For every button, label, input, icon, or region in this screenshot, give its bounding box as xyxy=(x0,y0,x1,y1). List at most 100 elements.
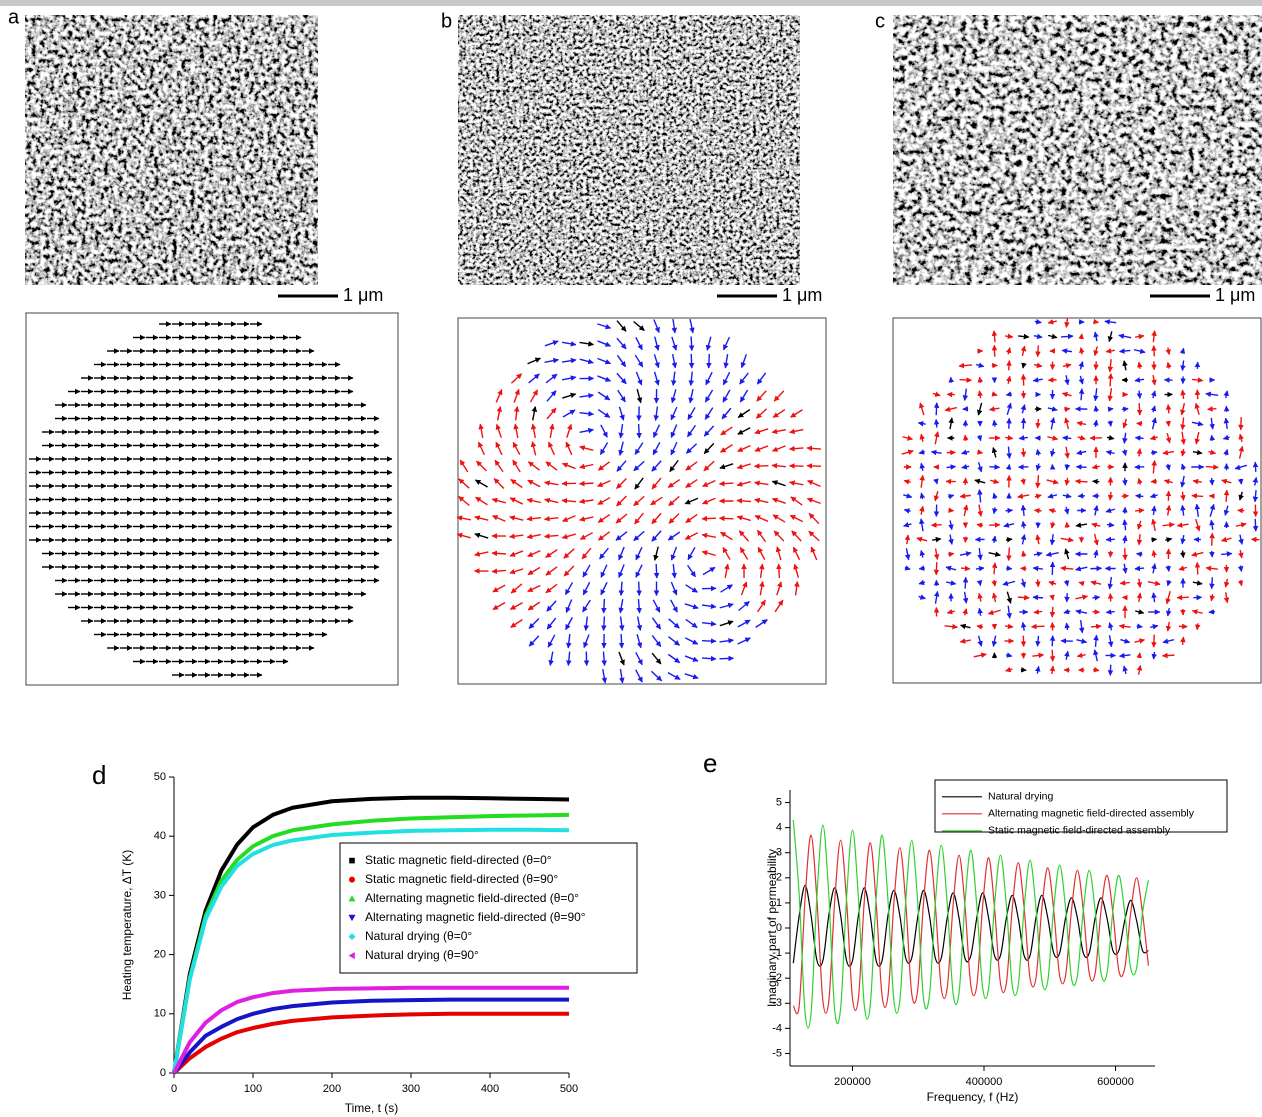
vector-arrow xyxy=(653,546,659,561)
vector-arrow xyxy=(721,407,732,420)
y-axis-title: Heating temperature, ΔT (K) xyxy=(120,850,134,1001)
vector-arrow xyxy=(1194,561,1201,575)
vector-arrow xyxy=(794,581,800,596)
vector-arrow xyxy=(635,336,643,351)
vector-arrow xyxy=(491,568,507,574)
vector-arrow xyxy=(669,459,679,473)
vector-arrow xyxy=(1091,463,1100,470)
vector-arrow xyxy=(1191,551,1204,557)
vector-arrow xyxy=(1135,507,1145,514)
vector-arrow xyxy=(776,563,782,579)
vector-arrow xyxy=(1090,623,1102,630)
vector-arrow xyxy=(1136,520,1143,530)
vector-arrow xyxy=(723,353,729,369)
vector-arrow xyxy=(945,565,957,572)
vector-arrow xyxy=(773,530,785,542)
vector-arrow xyxy=(1093,549,1099,559)
vector-arrow xyxy=(1134,435,1144,441)
vector-arrow xyxy=(670,441,678,456)
vector-arrow xyxy=(1136,534,1143,546)
vector-arrow xyxy=(991,579,997,587)
vector-arrow xyxy=(1032,565,1043,572)
vector-arrow xyxy=(737,427,751,435)
vector-arrow xyxy=(1180,403,1186,416)
vector-arrow xyxy=(960,565,971,572)
vector-arrow xyxy=(704,407,714,420)
vector-arrow xyxy=(667,653,681,664)
vector-arrow xyxy=(1120,638,1131,644)
vector-arrow xyxy=(1093,634,1099,647)
vector-arrow xyxy=(1121,449,1128,457)
vector-arrow xyxy=(806,497,821,505)
vector-arrow xyxy=(1020,578,1026,588)
vector-arrow xyxy=(1064,548,1070,560)
vector-arrow xyxy=(1192,377,1204,383)
vector-arrow xyxy=(667,672,681,680)
vector-arrow xyxy=(988,551,1001,557)
legend-label: Alternating magnetic field-directed (θ=9… xyxy=(365,910,586,924)
vector-arrow xyxy=(1020,520,1027,529)
vector-arrow xyxy=(736,498,752,504)
vector-arrow xyxy=(688,371,695,387)
vector-arrow xyxy=(958,362,973,369)
vector-arrow xyxy=(1223,592,1230,604)
vector-arrow xyxy=(1035,475,1041,489)
vector-arrow xyxy=(636,423,642,439)
vector-arrow xyxy=(544,357,559,364)
vector-arrow xyxy=(1078,333,1084,340)
vector-arrow xyxy=(687,547,696,561)
vector-arrow xyxy=(1107,331,1114,343)
vector-arrow xyxy=(600,564,608,578)
vector-arrow xyxy=(597,391,611,401)
vector-arrow xyxy=(561,375,577,381)
legend-label: Static magnetic field-directed (θ=90° xyxy=(365,872,558,886)
y-axis-title: Imaginary part of permeability xyxy=(765,849,779,1007)
vector-arrow xyxy=(977,461,983,473)
vector-arrow xyxy=(1180,504,1186,516)
vector-arrow xyxy=(1133,348,1146,354)
vector-arrow xyxy=(653,371,660,386)
vector-arrow xyxy=(948,417,954,430)
vector-arrow xyxy=(652,424,661,438)
vector-arrow xyxy=(902,435,914,441)
vector-arrow xyxy=(976,435,983,442)
vector-arrow xyxy=(1137,477,1143,485)
vector-arrow xyxy=(1048,580,1057,587)
vector-arrow xyxy=(616,372,627,385)
vector-arrow xyxy=(701,638,717,644)
vector-arrow xyxy=(526,497,541,504)
vector-arrow xyxy=(495,423,502,438)
vector-arrow xyxy=(1165,347,1171,356)
vector-arrow xyxy=(739,372,749,385)
legend-marker xyxy=(348,952,355,960)
vector-arrow xyxy=(1205,464,1219,470)
vector-arrow xyxy=(703,460,715,472)
vector-arrow xyxy=(1005,536,1013,543)
vector-arrow xyxy=(1017,493,1030,499)
vector-arrow xyxy=(948,493,955,500)
vector-arrow xyxy=(1195,518,1201,532)
vector-arrow xyxy=(1003,522,1015,528)
vector-arrow xyxy=(1151,592,1157,603)
vector-arrow xyxy=(474,532,489,539)
vector-arrow xyxy=(685,618,698,629)
vector-arrow xyxy=(1061,348,1072,354)
vector-arrow xyxy=(667,531,681,541)
vector-arrow xyxy=(991,535,997,543)
vector-arrow xyxy=(1122,360,1128,371)
vector-arrow xyxy=(720,584,733,593)
vector-arrow xyxy=(636,616,643,631)
vector-arrow xyxy=(771,445,786,452)
vector-arrow xyxy=(1150,623,1159,630)
vector-arrow xyxy=(579,358,594,365)
vector-arrow xyxy=(771,428,787,435)
vector-arrow xyxy=(1223,505,1230,516)
vector-arrow xyxy=(1074,478,1088,485)
vector-arrow xyxy=(510,619,523,628)
vector-arrow xyxy=(1165,607,1172,617)
vector-arrow xyxy=(771,480,786,487)
x-tick-label: 200000 xyxy=(834,1076,871,1088)
vector-arrow xyxy=(544,340,559,347)
y-tick-label: 0 xyxy=(776,922,782,934)
vector-arrow xyxy=(582,564,591,578)
